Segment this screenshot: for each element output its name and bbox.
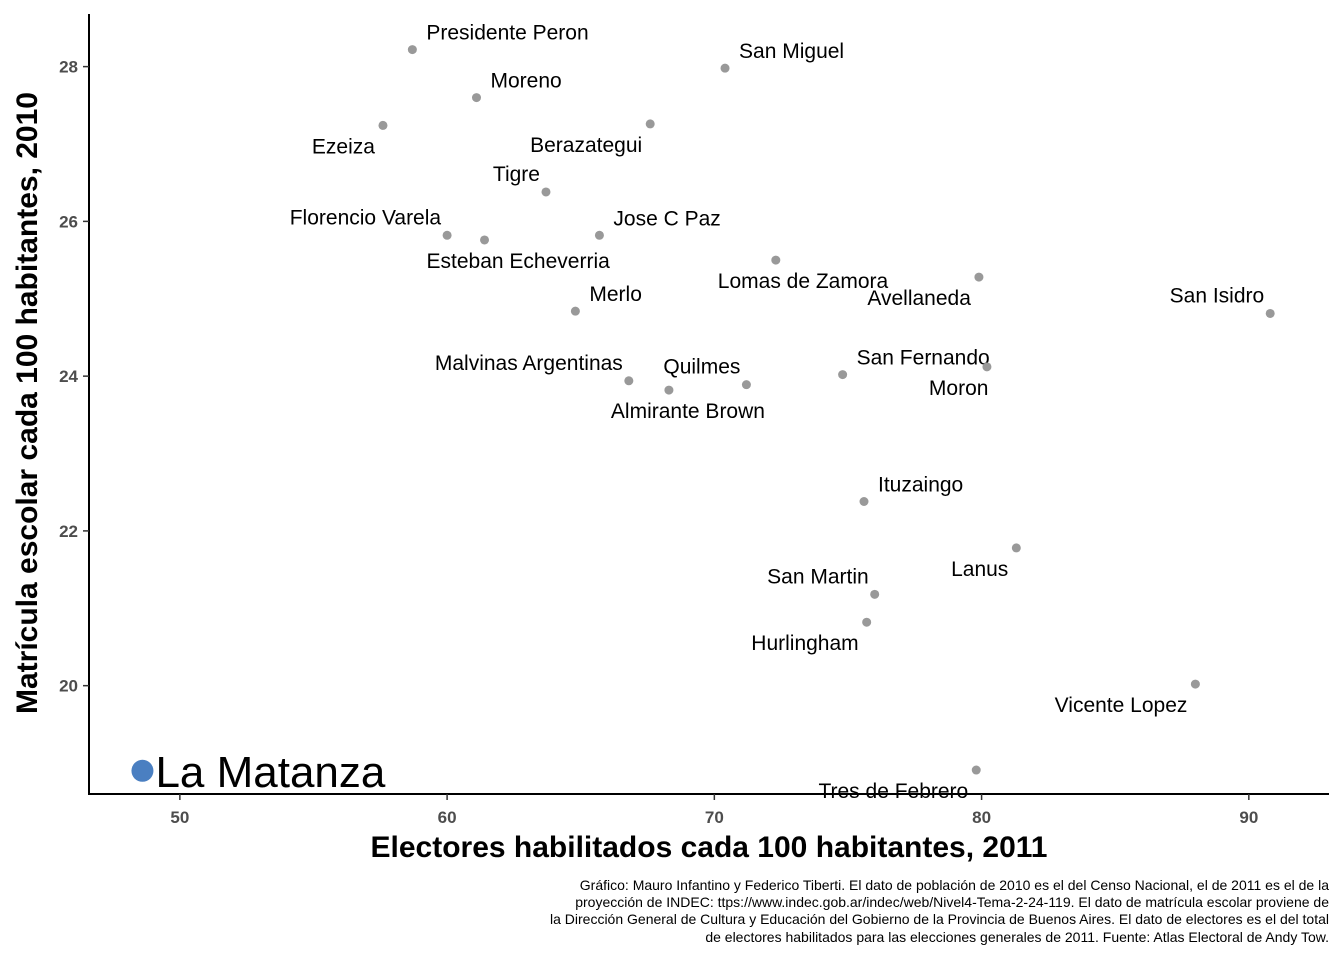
- point-label: Ituzaingo: [878, 474, 963, 497]
- point-label: Tres de Febrero: [818, 780, 968, 803]
- data-point: [982, 362, 992, 372]
- data-point: [859, 497, 869, 506]
- point-label: Moreno: [491, 70, 562, 93]
- y-tick-label: 26: [59, 212, 78, 231]
- caption: Gráfico: Mauro Infantino y Federico Tibe…: [550, 877, 1329, 945]
- data-point: [480, 235, 490, 245]
- data-point: [378, 120, 388, 130]
- axis-ticks: 50 60 70 80 90 20 22 24 26 28: [59, 58, 1258, 827]
- data-point: [594, 230, 604, 240]
- point-label: Tigre: [493, 163, 540, 186]
- point-label: Avellaneda: [867, 287, 971, 310]
- x-tick-label: 60: [438, 808, 457, 827]
- data-point: [1265, 308, 1275, 318]
- data-point: [541, 187, 551, 197]
- point-label: San Martin: [767, 565, 869, 588]
- data-point: [870, 589, 880, 599]
- point-label: San Fernando: [857, 347, 990, 370]
- data-point: [862, 617, 872, 627]
- data-point: [720, 63, 730, 73]
- point-label: Jose C Paz: [613, 207, 720, 230]
- point-label: Berazategui: [530, 134, 642, 157]
- data-point: [1190, 679, 1200, 689]
- point-label: Moron: [929, 377, 989, 400]
- data-point: [971, 765, 981, 775]
- point-label: Presidente Peron: [426, 22, 588, 45]
- point-label: Ezeiza: [312, 135, 375, 158]
- point-label: San Isidro: [1170, 284, 1265, 307]
- point-label: Esteban Echeverria: [427, 250, 611, 273]
- x-tick-label: 90: [1239, 808, 1258, 827]
- y-tick-label: 20: [59, 677, 78, 696]
- y-tick-label: 28: [59, 58, 78, 77]
- data-point: [664, 385, 674, 395]
- data-point: [624, 376, 634, 386]
- point-label: Florencio Varela: [290, 206, 442, 229]
- x-axis-title: Electores habilitados cada 100 habitante…: [371, 831, 1048, 864]
- data-point: [771, 255, 781, 265]
- data-point: [407, 45, 417, 55]
- x-tick-label: 80: [972, 808, 991, 827]
- caption-line-2: proyección de INDEC: ttps://www.indec.go…: [575, 894, 1329, 910]
- data-point: [974, 272, 984, 282]
- caption-line-3: la Dirección General de Cultura y Educac…: [550, 911, 1329, 927]
- point-label: Vicente Lopez: [1055, 694, 1188, 717]
- y-tick-label: 24: [59, 367, 78, 386]
- data-point: [838, 370, 848, 380]
- highlight-label: La Matanza: [155, 748, 385, 797]
- data-point: [1011, 543, 1021, 553]
- point-label: Almirante Brown: [611, 400, 765, 423]
- data-point: [645, 119, 655, 129]
- data-point: [442, 230, 452, 240]
- data-point: [741, 380, 751, 390]
- point-label: San Miguel: [739, 40, 844, 63]
- x-tick-label: 70: [705, 808, 724, 827]
- caption-line-4: de electores habilitados para las elecci…: [705, 929, 1329, 945]
- point-label: Merlo: [589, 283, 642, 306]
- data-points: Presidente Peron San Miguel Moreno Ezeiza Be…: [131, 22, 1275, 803]
- caption-line-1: Gráfico: Mauro Infantino y Federico Tibe…: [580, 877, 1329, 893]
- point-label: Lanus: [951, 558, 1008, 581]
- highlight-point: [131, 759, 154, 782]
- point-label: Malvinas Argentinas: [435, 352, 623, 375]
- data-point: [570, 306, 580, 316]
- y-tick-label: 22: [59, 522, 78, 541]
- point-label: Quilmes: [663, 356, 740, 379]
- point-label: Lomas de Zamora: [718, 270, 889, 293]
- y-axis-title: Matrícula escolar cada 100 habitantes, 2…: [11, 92, 44, 714]
- data-point: [472, 93, 481, 103]
- x-tick-label: 50: [170, 808, 189, 827]
- point-label: Hurlingham: [751, 632, 858, 655]
